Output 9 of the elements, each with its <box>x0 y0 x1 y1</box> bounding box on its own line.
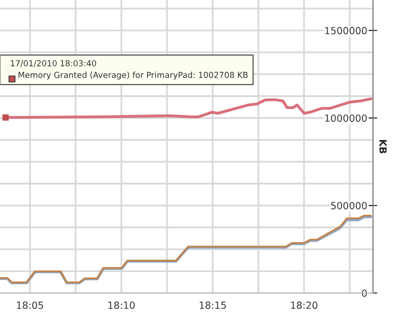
x-tick-label: 18:05 <box>16 302 44 309</box>
x-tick-label: 18:10 <box>108 302 135 309</box>
annotation: 17/01/2010 18:03:40 Memory Granted (Average) for PrimaryPad: 1002708 KB <box>10 60 248 80</box>
y-axis-title: KB <box>380 140 387 154</box>
y-tick-label: 1000000 <box>325 114 367 122</box>
y-tick-label: 500000 <box>331 202 367 210</box>
x-tick-label: 18:20 <box>291 302 318 309</box>
x-tick-label: 18:15 <box>200 302 226 309</box>
y-tick-label: 1500000 <box>325 26 367 34</box>
